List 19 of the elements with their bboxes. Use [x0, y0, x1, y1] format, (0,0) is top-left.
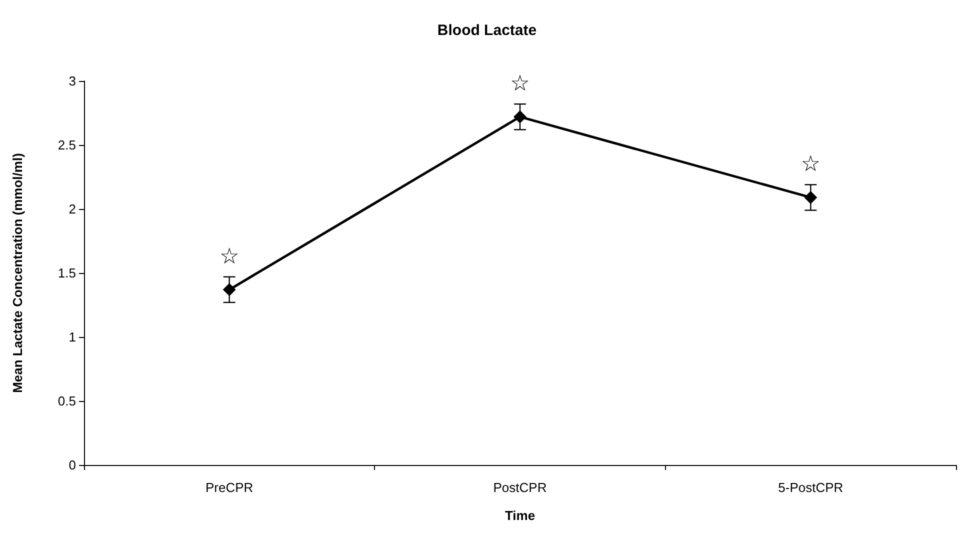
point — [804, 190, 818, 204]
x-tick-label: PreCPR — [205, 480, 254, 495]
y-tick-label: 1.5 — [58, 266, 76, 280]
annotation: ☆ — [800, 152, 821, 178]
y-tick-label: 0.5 — [58, 394, 76, 408]
y-tick-label: 3 — [68, 74, 76, 88]
y-tick-label: 0 — [68, 458, 76, 472]
annotation: ☆ — [219, 244, 240, 270]
x-tick-label: PostCPR — [493, 480, 547, 495]
y-axis-title: Mean Lactate Concentration (mmol/ml) — [10, 153, 25, 393]
annotation: ☆ — [510, 72, 530, 97]
y-tick-label: 2 — [68, 202, 76, 216]
point — [514, 110, 526, 124]
x-axis-title: Time — [504, 508, 536, 523]
y-tick-label: 2.5 — [58, 138, 76, 152]
chart-title: Blood Lactate — [437, 22, 537, 39]
point — [222, 283, 236, 296]
y-tick-label: 1 — [68, 330, 76, 344]
x-tick-label: 5-PostCPR — [778, 480, 844, 495]
